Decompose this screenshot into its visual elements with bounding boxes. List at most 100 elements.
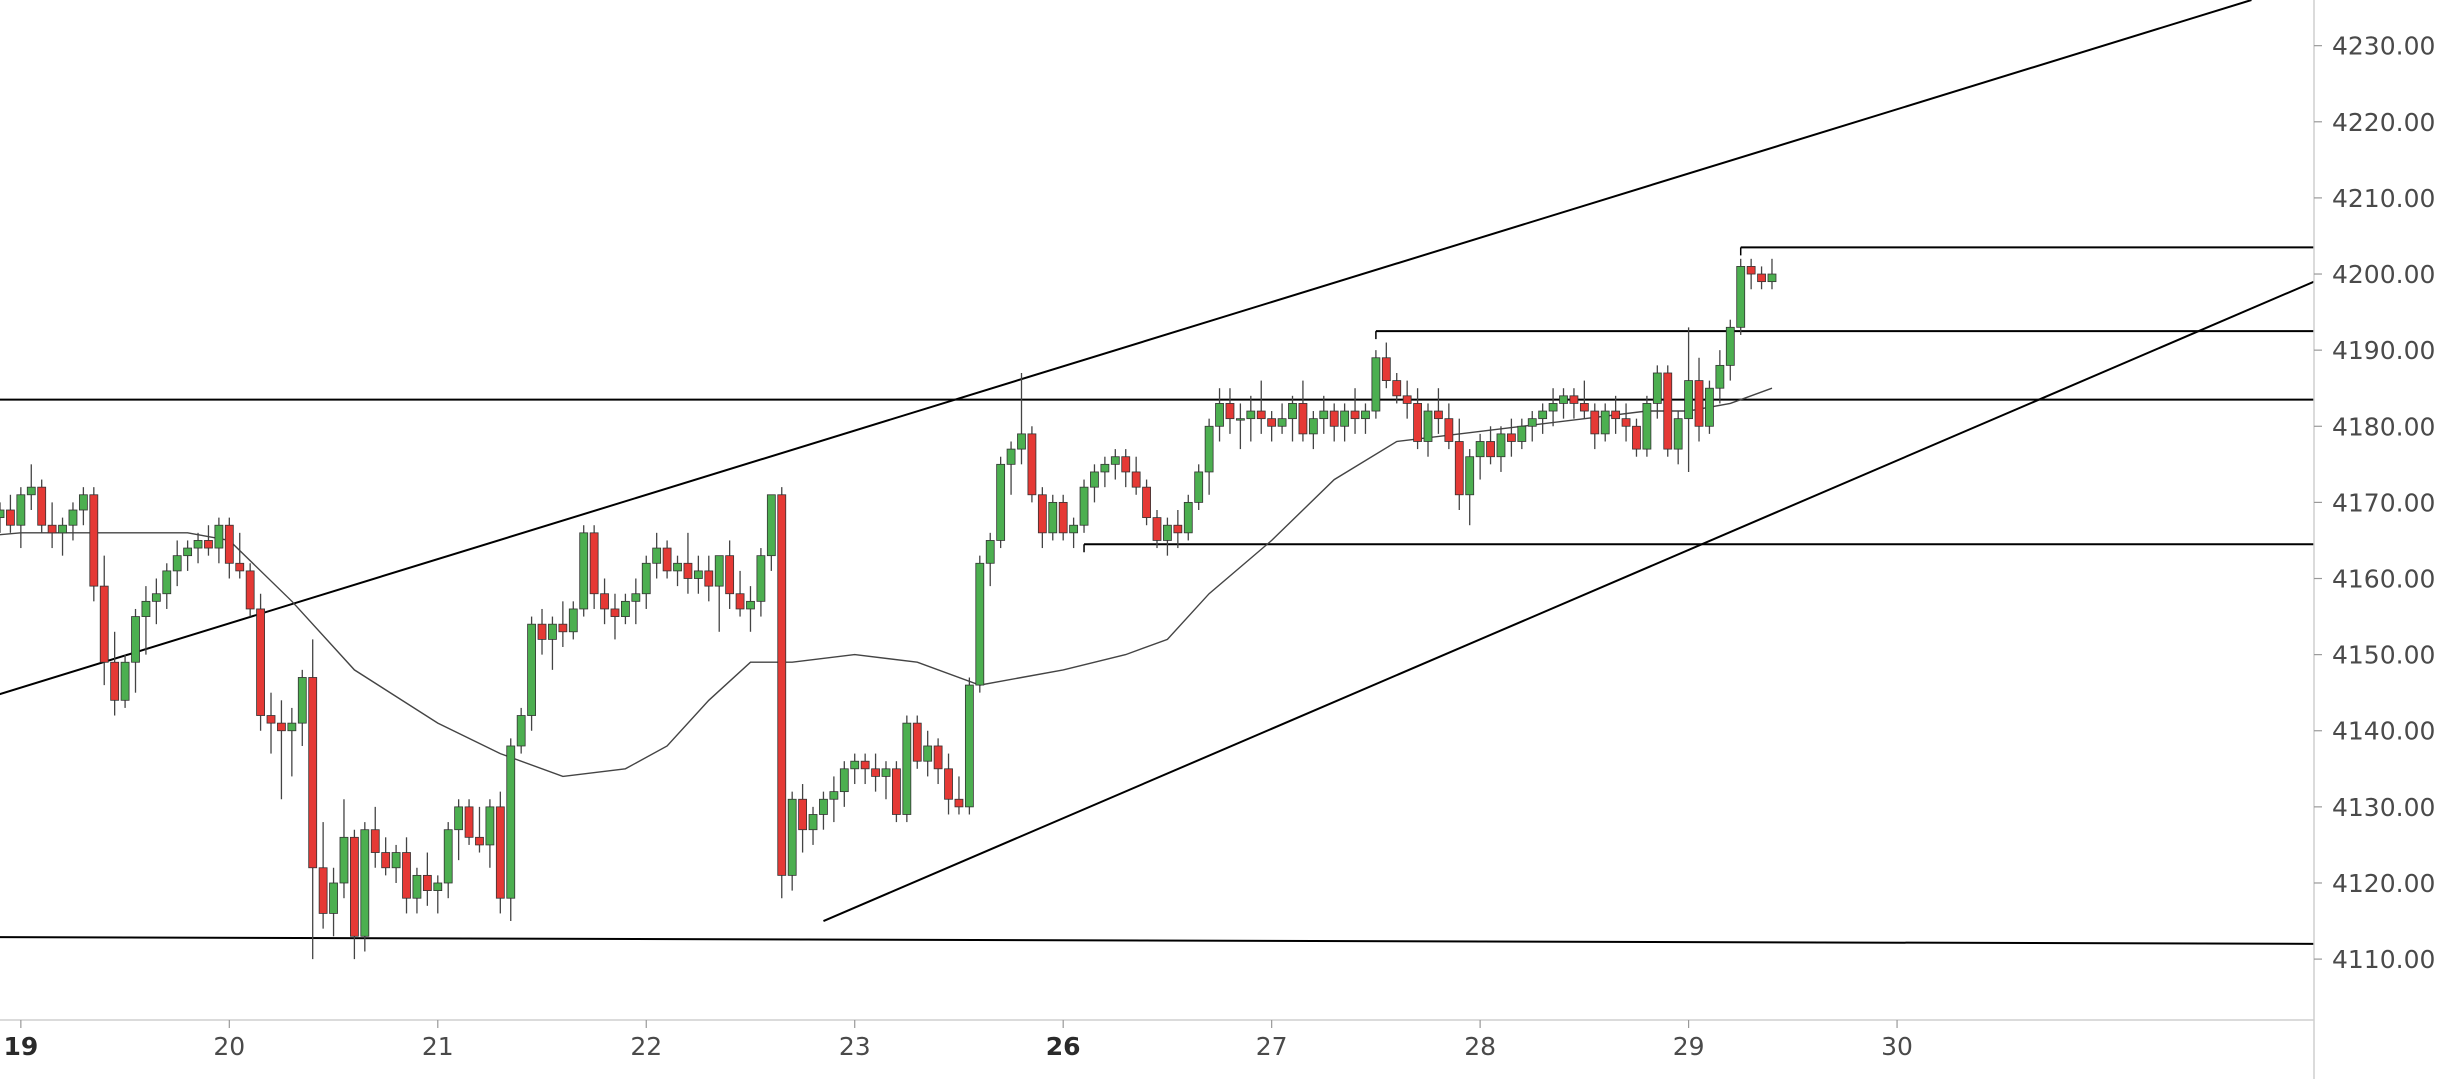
candle-body-down <box>277 722 286 732</box>
candle <box>1235 403 1245 450</box>
candle-body-up <box>1684 380 1693 420</box>
candle-body-up <box>714 555 724 587</box>
y-tick-label: 4220.00 <box>2332 108 2435 137</box>
candle <box>1486 426 1495 465</box>
candle-body-up <box>1235 418 1245 421</box>
candle <box>422 852 432 906</box>
candle-body-down <box>1037 494 1047 534</box>
candle-body-up <box>516 715 526 747</box>
candle-body-up <box>172 555 182 572</box>
candle <box>1204 418 1214 495</box>
candle <box>548 616 557 670</box>
candle <box>662 540 672 579</box>
candle-body-down <box>245 570 255 610</box>
candle-body-down <box>1142 486 1151 519</box>
candle <box>1413 388 1422 450</box>
candle <box>120 654 130 708</box>
candle-body-down <box>1121 456 1131 473</box>
candle <box>1371 350 1381 419</box>
candle-body-down <box>725 555 735 595</box>
candle-body-up <box>78 494 88 511</box>
candle-body-up <box>964 684 974 808</box>
candle <box>1256 380 1266 434</box>
trendline[interactable] <box>823 280 2314 922</box>
candle <box>1517 418 1527 450</box>
candle-body-down <box>1392 380 1402 397</box>
candle <box>1308 411 1318 450</box>
candle <box>1600 403 1610 442</box>
candle-body-down <box>1027 433 1037 496</box>
candle-body-up <box>1048 501 1058 534</box>
time-axis[interactable]: 19 20 21 22 23 26 27 28 29 30 <box>3 1020 1913 1061</box>
candle <box>16 487 26 549</box>
candle <box>1350 388 1360 434</box>
candle-body-down <box>912 722 922 762</box>
candle <box>964 677 974 815</box>
candle <box>1027 426 1037 503</box>
candle-body-down <box>558 623 568 633</box>
candle <box>495 791 505 914</box>
candle-body-up <box>454 806 464 831</box>
candle <box>89 487 99 602</box>
candle-body-up <box>850 760 860 770</box>
candle <box>735 570 745 617</box>
candle-body-up <box>339 836 349 884</box>
candle <box>6 494 15 533</box>
candle <box>1694 357 1704 442</box>
candle <box>412 867 422 914</box>
candle-body-up <box>1215 403 1224 427</box>
candle <box>839 761 849 807</box>
candle <box>464 799 474 845</box>
candle-body-down <box>1256 410 1266 420</box>
price-axis[interactable]: 4110.00 4120.00 4130.00 4140.00 4150.00 4160.… <box>2314 32 2435 974</box>
candle <box>1767 258 1777 290</box>
x-tick-label: 26 <box>1046 1032 1081 1061</box>
candle-body-down <box>47 524 57 534</box>
candle-body-down <box>235 562 245 572</box>
candle <box>391 844 401 883</box>
candle-body-down <box>1746 266 1756 275</box>
candle <box>1079 479 1089 533</box>
candle-body-up <box>1006 448 1016 465</box>
candle-body-down <box>308 677 318 869</box>
candle-body-up <box>1705 387 1714 427</box>
candle <box>944 753 953 815</box>
candle-body-up <box>1517 425 1527 442</box>
candle <box>141 586 151 655</box>
candle <box>1329 403 1339 442</box>
candle-body-up <box>548 623 557 640</box>
candle <box>235 532 245 579</box>
candle <box>933 738 943 785</box>
candle-body-up <box>746 600 755 610</box>
candle-body-down <box>871 768 880 777</box>
candle <box>339 799 349 899</box>
candle <box>454 799 464 861</box>
candle <box>245 563 255 617</box>
candle-body-down <box>954 798 964 808</box>
candle-body-down <box>944 768 953 800</box>
candle <box>527 616 536 731</box>
candle-body-up <box>787 798 797 876</box>
candle <box>485 799 495 868</box>
candle <box>37 479 47 533</box>
candle <box>996 456 1006 549</box>
candle <box>1017 372 1026 465</box>
candle-body-down <box>735 593 745 610</box>
candle <box>1131 456 1141 495</box>
candle <box>287 707 297 777</box>
candle <box>0 502 5 533</box>
candle-body-down <box>37 486 47 526</box>
candle <box>360 822 370 952</box>
candle-body-up <box>151 593 161 602</box>
candle <box>381 837 391 876</box>
candle <box>579 525 589 617</box>
candle-body-down <box>370 829 380 853</box>
candle-body-down <box>1058 501 1068 534</box>
candle-body-down <box>1173 524 1183 534</box>
trendline[interactable] <box>0 936 2314 945</box>
candle <box>1559 388 1568 419</box>
candle <box>850 753 860 785</box>
candle-body-down <box>402 852 411 899</box>
candle-body-down <box>662 547 672 572</box>
